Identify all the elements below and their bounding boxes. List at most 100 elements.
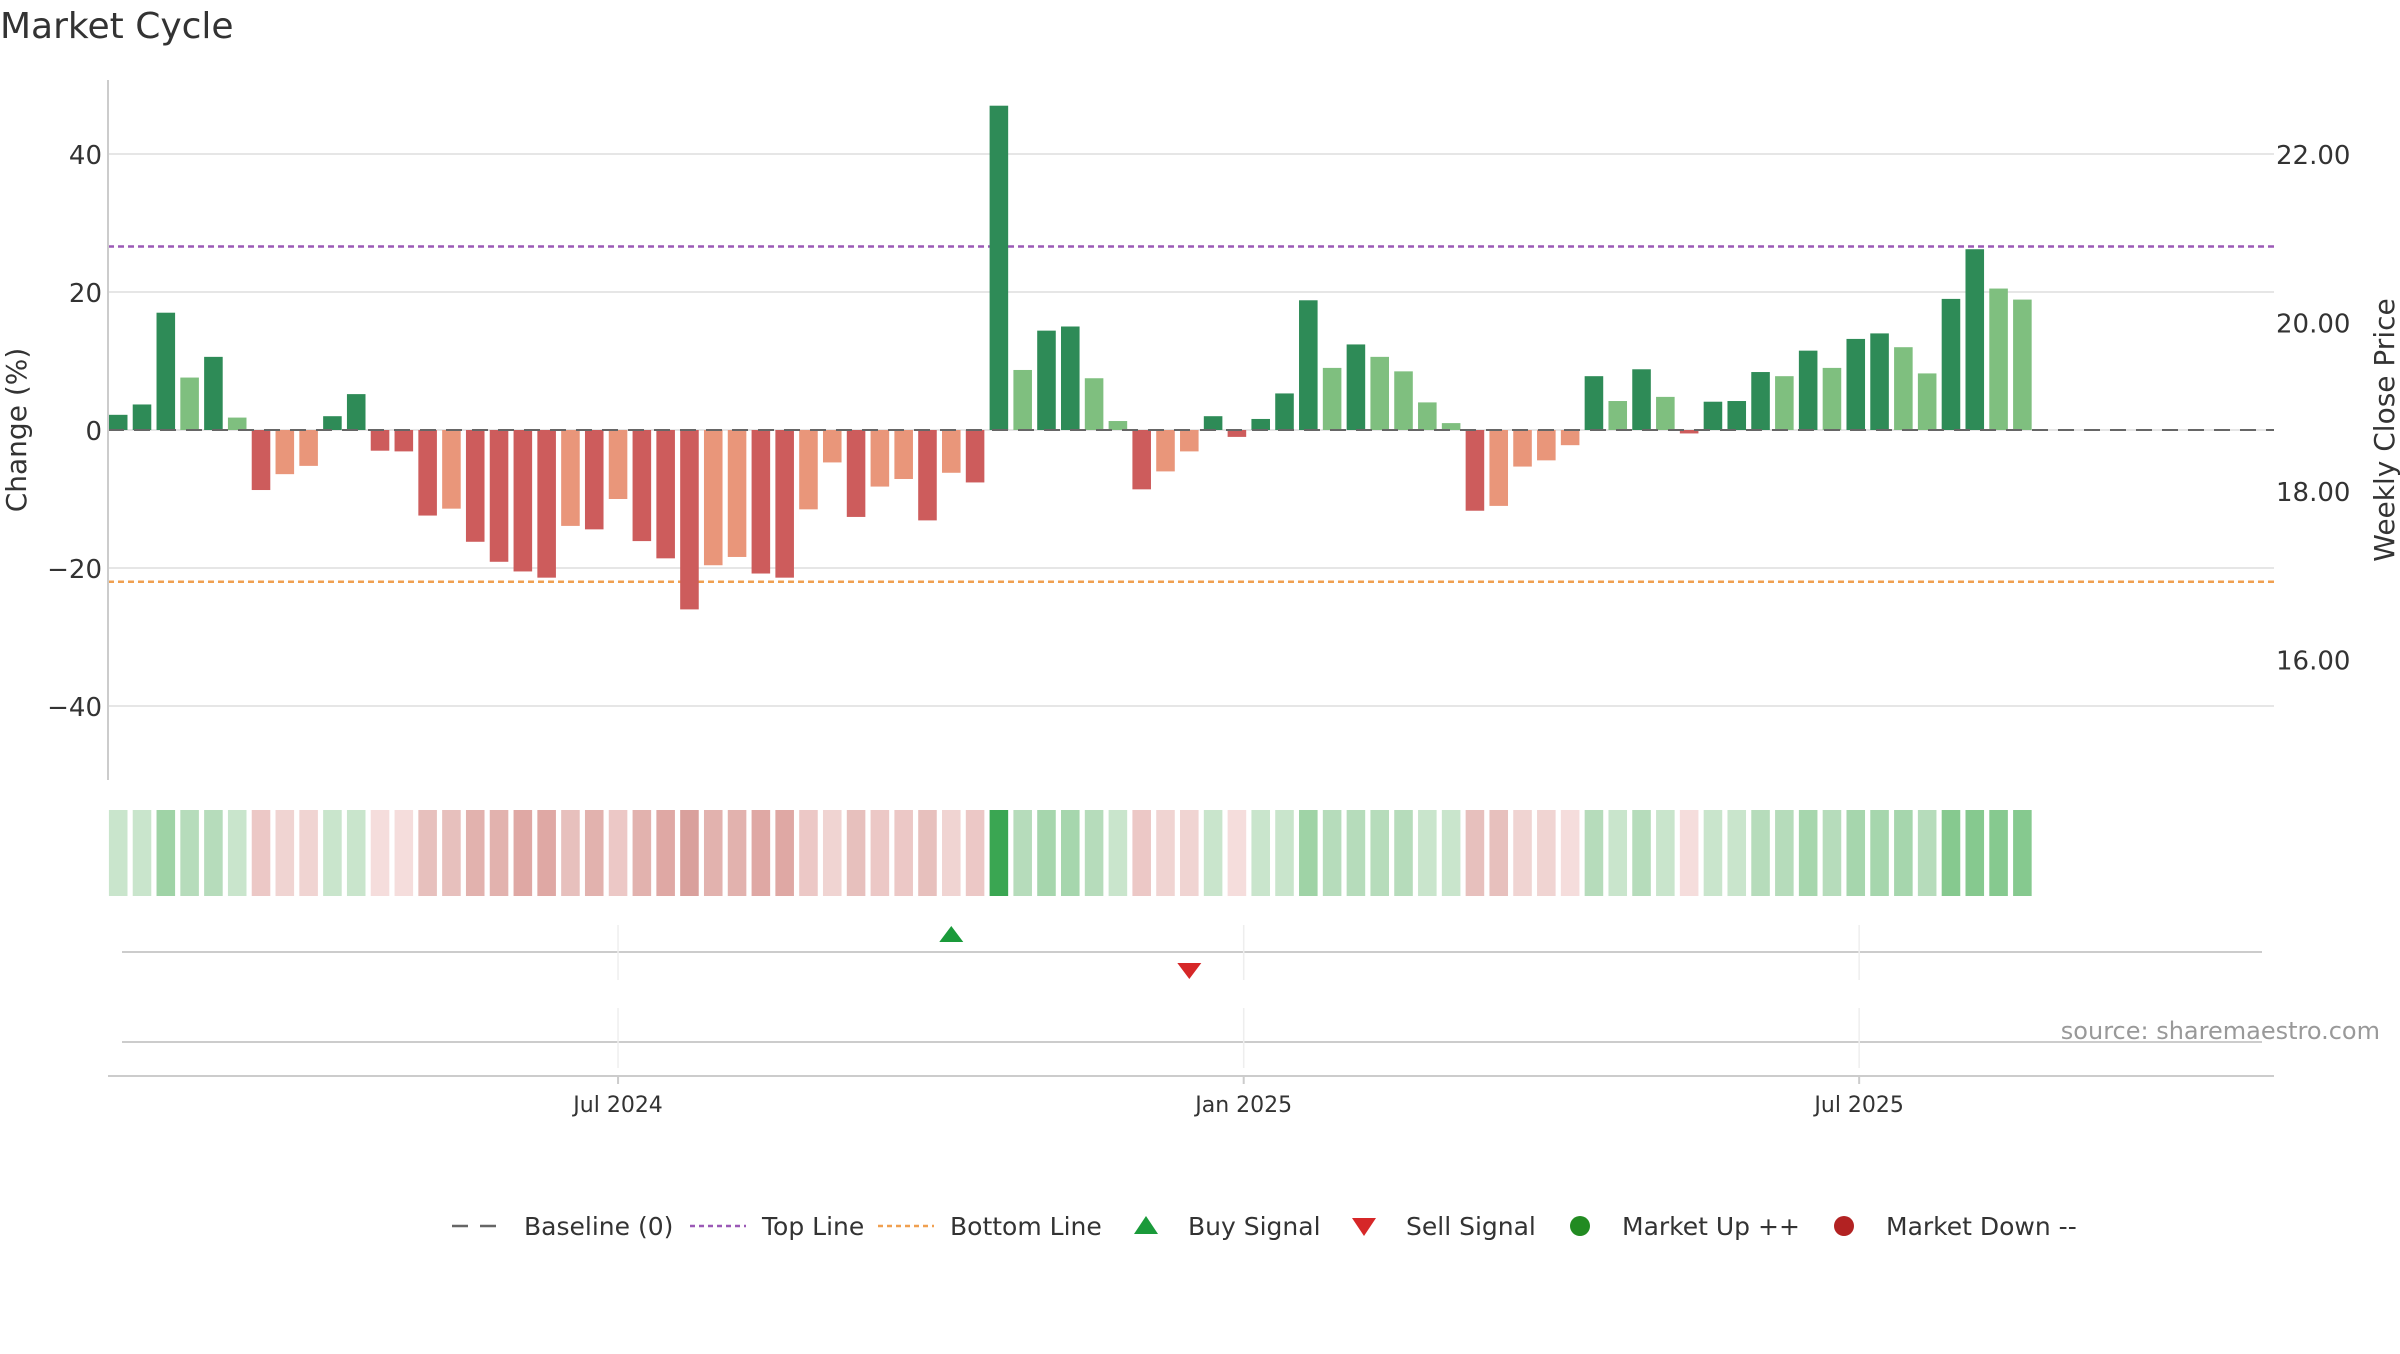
- heatmap-cell: [1513, 810, 1532, 896]
- heatmap-cell: [1941, 810, 1961, 896]
- bar: [1917, 373, 1937, 430]
- bar: [1560, 430, 1580, 446]
- legend-sell-icon: [1352, 1218, 1376, 1236]
- heatmap-cell: [1870, 810, 1889, 896]
- x-axis-ticks: Jul 2024 Jan 2025 Jul 2025: [108, 1075, 2274, 1118]
- heatmap-cell: [1418, 810, 1437, 896]
- heatmap-cell: [180, 810, 199, 896]
- bar: [1989, 288, 2008, 430]
- bar: [1251, 418, 1270, 430]
- heatmap-cell: [394, 810, 414, 896]
- bar: [227, 417, 247, 430]
- heatmap-cell: [1584, 810, 1604, 896]
- bar: [180, 377, 199, 430]
- bar: [1299, 300, 1318, 430]
- heatmap-cell: [1917, 810, 1937, 896]
- heatmap-cell: [1441, 810, 1461, 896]
- heatmap-cell: [1727, 810, 1747, 896]
- bar: [1775, 376, 1794, 430]
- y-tick-label: −40: [47, 693, 102, 723]
- legend-buy-icon: [1134, 1216, 1158, 1234]
- bar: [275, 430, 295, 475]
- heatmap-cell: [1394, 810, 1413, 896]
- heatmap-cell: [370, 810, 390, 896]
- bar-series: [108, 105, 2274, 610]
- bar: [537, 430, 556, 578]
- bar: [1156, 430, 1175, 472]
- heatmap-cell: [680, 810, 699, 896]
- bar: [465, 430, 485, 542]
- y2-tick-label: 16.00: [2276, 647, 2350, 677]
- bar: [442, 430, 461, 509]
- heatmap-cell: [1061, 810, 1080, 896]
- heatmap-cell: [1703, 810, 1723, 896]
- bar: [822, 430, 842, 463]
- bar: [156, 312, 176, 430]
- bar: [680, 430, 699, 610]
- bar: [1180, 430, 1199, 452]
- heatmap-cell: [727, 810, 747, 896]
- legend-item: Buy Signal: [1134, 1212, 1321, 1241]
- y-tick-label: 20: [69, 279, 102, 309]
- heatmap-cell: [965, 810, 985, 896]
- y2-axis-label: Weekly Close Price: [2368, 298, 2400, 561]
- y2-tick-label: 20.00: [2276, 310, 2350, 340]
- bar: [941, 430, 961, 473]
- heatmap-cell: [323, 810, 342, 896]
- heatmap-cell: [656, 810, 675, 896]
- heatmap-cell: [108, 810, 128, 896]
- heatmap-cell: [1846, 810, 1866, 896]
- heatmap-cell: [1965, 810, 1985, 896]
- heatmap-cell: [1537, 810, 1556, 896]
- bar: [775, 430, 794, 578]
- heatmap-cell: [870, 810, 890, 896]
- y-tick-label: 40: [69, 141, 102, 171]
- heatmap-cell: [1822, 810, 1842, 896]
- bar: [894, 430, 913, 479]
- bar: [1037, 330, 1056, 430]
- source-text: source: sharemaestro.com: [2061, 1017, 2380, 1045]
- heatmap-cell: [1751, 810, 1770, 896]
- market-panel: [122, 1008, 2262, 1068]
- heatmap-cell: [608, 810, 628, 896]
- bar: [1489, 430, 1509, 506]
- heatmap-cell: [1679, 810, 1699, 896]
- heatmap-cell: [1180, 810, 1199, 896]
- legend-item: Baseline (0): [452, 1212, 673, 1241]
- bar: [1227, 430, 1247, 437]
- signal-panel: [122, 925, 2262, 980]
- axes: 40200−20−4030.0028.0026.0024.0022.0020.0…: [47, 0, 2350, 780]
- legend-label: Bottom Line: [950, 1212, 1102, 1241]
- heatmap-cell: [299, 810, 318, 896]
- heatmap-cell: [1775, 810, 1794, 896]
- bar: [656, 430, 675, 559]
- heatmap-cell: [751, 810, 771, 896]
- bar: [1822, 367, 1842, 430]
- bar: [394, 430, 414, 452]
- legend-item: Market Down --: [1834, 1212, 2077, 1241]
- buy-signal-marker: [939, 926, 964, 942]
- bar: [1346, 344, 1366, 430]
- heatmap-cell: [703, 810, 723, 896]
- bar: [1084, 378, 1104, 430]
- bar: [1322, 367, 1342, 430]
- heatmap-cell: [1203, 810, 1223, 896]
- heatmap-cell: [204, 810, 223, 896]
- bar: [703, 430, 723, 566]
- legend-item: Top Line: [690, 1212, 864, 1241]
- heatmap-cell: [156, 810, 176, 896]
- legend-label: Baseline (0): [524, 1212, 673, 1241]
- bar: [1727, 401, 1747, 430]
- bar: [1465, 430, 1485, 511]
- heatmap-cell: [275, 810, 295, 896]
- y2-tick-label: 24.00: [2276, 0, 2350, 2]
- bar: [1370, 356, 1390, 430]
- heatmap-cell: [1608, 810, 1628, 896]
- heatmap-cell: [1108, 810, 1128, 896]
- heatmap-cell: [1632, 810, 1651, 896]
- heatmap-cell: [1989, 810, 2008, 896]
- bar: [1418, 402, 1437, 430]
- heatmap-cell: [1275, 810, 1294, 896]
- bar: [561, 430, 580, 526]
- bar: [1798, 350, 1818, 430]
